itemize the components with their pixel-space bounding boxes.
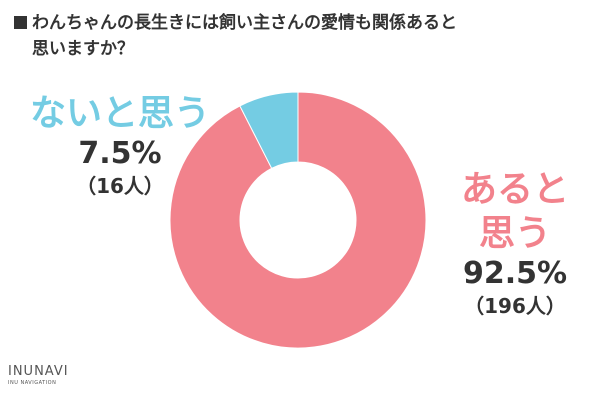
slice-count-yes: （196人） bbox=[464, 294, 566, 318]
slice-percent-no: 7.5% bbox=[78, 136, 162, 171]
title-line-1: わんちゃんの長生きには飼い主さんの愛情も関係あると bbox=[32, 13, 457, 33]
slice-label-yes: あると 思う 92.5% （196人） bbox=[430, 168, 600, 320]
logo-sub-text: INU NAVIGATION bbox=[8, 380, 57, 386]
slice-name-yes-line-1: あると bbox=[460, 169, 569, 210]
title-line-2: 思いますか？ bbox=[32, 39, 134, 59]
title-square-marker bbox=[14, 16, 27, 29]
chart-title: わんちゃんの長生きには飼い主さんの愛情も関係あると 思いますか？ bbox=[14, 10, 584, 62]
inunavi-logo: INUNAVI INU NAVIGATION bbox=[8, 364, 98, 387]
logo-main-text: INUNAVI bbox=[8, 364, 69, 379]
slice-label-no: ないと思う 7.5% （16人） bbox=[5, 92, 235, 200]
slice-yes bbox=[169, 91, 427, 349]
slice-count-no: （16人） bbox=[76, 174, 164, 198]
slice-no bbox=[239, 91, 299, 169]
slice-name-yes-line-2: 思う bbox=[478, 213, 551, 254]
slice-percent-yes: 92.5% bbox=[462, 256, 568, 291]
slice-name-no: ないと思う bbox=[29, 93, 210, 134]
